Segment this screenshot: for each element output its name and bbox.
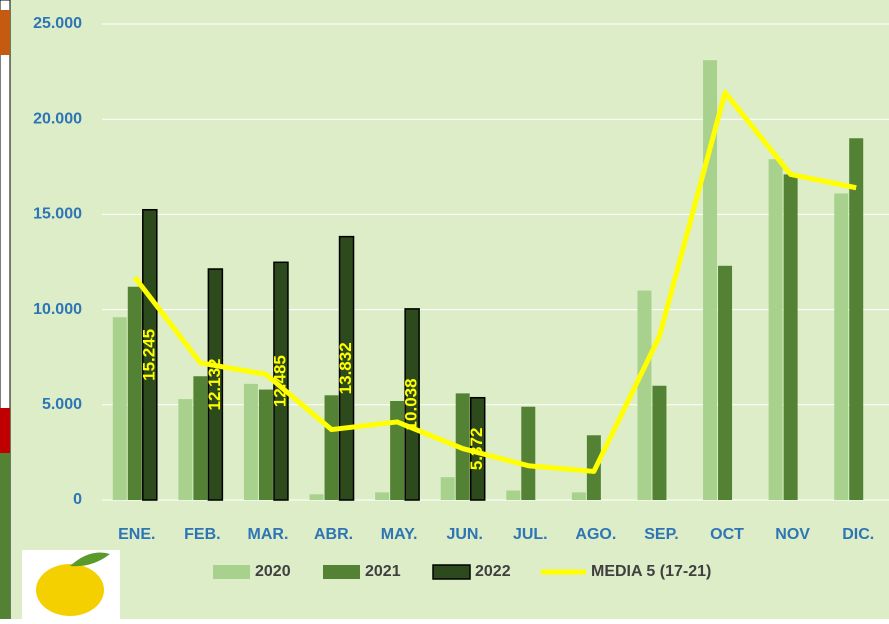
x-tick-label: NOV — [775, 526, 810, 543]
x-tick-label: AGO. — [575, 526, 616, 543]
bar — [572, 492, 586, 500]
bar — [128, 287, 142, 500]
bar — [325, 395, 339, 500]
x-tick-label: MAY. — [381, 526, 418, 543]
y-tick-label: 20.000 — [33, 110, 82, 127]
bar — [849, 138, 863, 500]
data-label: 15.245 — [139, 329, 158, 381]
x-tick-label: JUN. — [446, 526, 482, 543]
legend-swatch — [213, 565, 250, 579]
bar — [244, 384, 258, 500]
bar — [178, 399, 192, 500]
bar — [718, 266, 732, 500]
chart: 0 5.000 10.000 15.000 20.000 25.000 ENE. FEB. MA… — [0, 0, 889, 619]
legend-label: 2022 — [475, 563, 511, 580]
bar — [521, 407, 535, 500]
x-tick-label: JUL. — [513, 526, 548, 543]
bar — [310, 494, 324, 500]
y-tick-label: 25.000 — [33, 15, 82, 32]
legend-label: 2020 — [255, 563, 291, 580]
legend-swatch — [433, 565, 470, 579]
x-tick-label: SEP. — [644, 526, 678, 543]
x-tick-label: ABR. — [314, 526, 353, 543]
bar — [637, 291, 651, 500]
bar — [375, 492, 389, 500]
y-tick-label: 0 — [73, 491, 82, 508]
bar — [652, 386, 666, 500]
x-tick-label: ENE. — [118, 526, 155, 543]
x-tick-label: FEB. — [184, 526, 220, 543]
left-strip-cell — [0, 453, 10, 619]
bar — [441, 477, 455, 500]
bar — [784, 174, 798, 500]
left-strip-cell — [0, 408, 10, 453]
x-tick-label: MAR. — [248, 526, 289, 543]
x-tick-label: DIC. — [842, 526, 874, 543]
legend-label: MEDIA 5 (17-21) — [591, 563, 711, 580]
lemon — [36, 564, 104, 616]
legend-label: 2021 — [365, 563, 401, 580]
left-strip-cell — [0, 10, 10, 55]
bar — [506, 490, 520, 500]
x-tick-label: OCT — [710, 526, 744, 543]
legend-swatch — [323, 565, 360, 579]
bar — [769, 159, 783, 500]
bar — [834, 193, 848, 500]
y-tick-label: 5.000 — [42, 396, 82, 413]
y-tick-label: 15.000 — [33, 206, 82, 223]
y-tick-label: 10.000 — [33, 301, 82, 318]
bar — [113, 317, 127, 500]
data-label: 13.832 — [336, 342, 355, 394]
